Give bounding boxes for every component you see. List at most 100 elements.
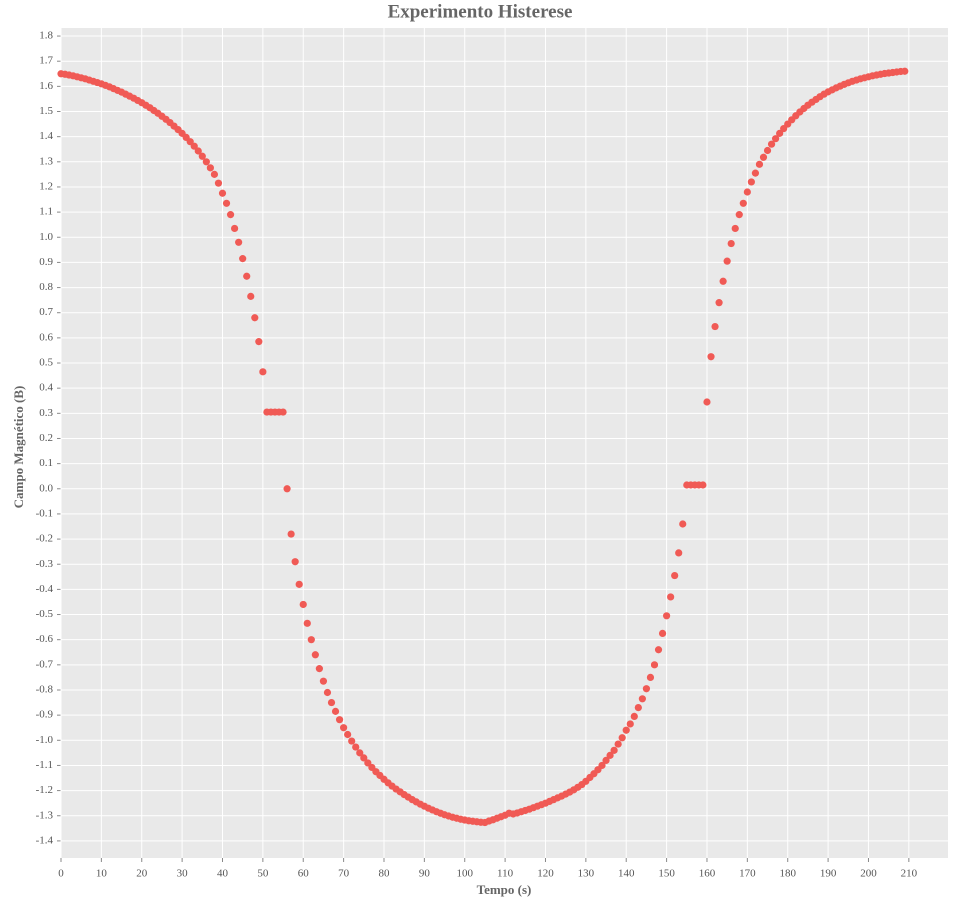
x-tick-label: 10 (96, 868, 108, 880)
y-tick-label: -0.3 (36, 558, 54, 570)
x-tick-label: 120 (537, 868, 554, 880)
y-tick-label: 0.3 (39, 407, 53, 419)
y-tick-label: -1.3 (36, 809, 54, 821)
point (703, 398, 711, 406)
point (340, 724, 348, 732)
x-tick-label: 160 (699, 868, 716, 880)
point (739, 199, 747, 207)
y-axis-label: Campo Magnético (B) (11, 386, 26, 509)
point (743, 188, 751, 196)
point (311, 651, 319, 659)
point (198, 152, 206, 160)
point (323, 688, 332, 697)
point (331, 707, 340, 715)
point (735, 211, 743, 219)
point (715, 299, 723, 307)
point (226, 211, 235, 219)
point (622, 726, 630, 734)
x-tick-label: 140 (618, 868, 635, 880)
point (352, 743, 360, 751)
y-tick-label: -0.4 (36, 583, 54, 595)
y-tick-label: 0.4 (39, 382, 53, 394)
point (315, 665, 323, 673)
point (243, 272, 251, 280)
point (360, 754, 368, 762)
x-tick-label: 150 (658, 868, 675, 880)
point (356, 749, 364, 757)
x-tick-label: 90 (419, 868, 431, 880)
point (618, 734, 626, 742)
y-tick-label: 1.2 (39, 180, 53, 192)
y-tick-label: 1.6 (39, 80, 53, 92)
y-tick-label: -0.7 (36, 658, 54, 670)
point (747, 178, 755, 186)
x-tick-label: 60 (298, 868, 310, 880)
point (299, 600, 307, 609)
x-tick-label: 110 (497, 868, 514, 880)
point (767, 140, 776, 148)
point (348, 737, 356, 745)
point (759, 153, 768, 161)
y-tick-label: -0.2 (36, 533, 53, 545)
point (307, 636, 315, 644)
point (319, 677, 328, 685)
point (727, 239, 735, 248)
point (218, 189, 227, 197)
y-tick-label: -0.8 (36, 684, 54, 696)
point (214, 179, 223, 187)
point (251, 314, 259, 322)
x-tick-label: 30 (177, 868, 189, 880)
point (634, 703, 642, 712)
point (247, 292, 255, 300)
y-tick-label: 0.0 (39, 482, 53, 494)
point (598, 761, 606, 770)
point (279, 408, 287, 416)
x-tick-label: 20 (136, 868, 148, 880)
x-tick-label: 40 (217, 868, 229, 880)
x-tick-label: 170 (739, 868, 756, 880)
point (662, 612, 671, 620)
y-tick-label: 0.7 (39, 306, 53, 318)
point (239, 255, 247, 263)
point (222, 199, 231, 207)
point (707, 353, 715, 361)
y-tick-label: -1.4 (36, 834, 54, 846)
point (202, 158, 210, 166)
point (327, 698, 336, 707)
point (614, 740, 622, 748)
y-tick-label: 0.8 (39, 281, 53, 293)
y-tick-label: 0.6 (39, 331, 53, 343)
point (287, 530, 295, 538)
point (291, 558, 299, 566)
point (776, 129, 784, 137)
x-tick-label: 180 (779, 868, 796, 880)
point (190, 142, 198, 150)
point (255, 338, 263, 346)
y-tick-label: 0.2 (39, 432, 53, 444)
x-tick-label: 100 (456, 868, 473, 880)
point (610, 746, 618, 754)
x-tick-label: 70 (338, 868, 350, 880)
point (763, 146, 772, 155)
point (671, 571, 679, 580)
y-tick-label: 1.5 (39, 105, 53, 117)
y-tick-label: 1.4 (39, 130, 53, 142)
y-tick-label: -0.5 (36, 608, 54, 620)
point (646, 673, 655, 682)
point (675, 549, 683, 557)
point (772, 135, 780, 143)
point (283, 485, 291, 493)
point (235, 238, 243, 246)
y-tick-label: 1.0 (39, 231, 53, 243)
point (602, 756, 610, 765)
point (231, 224, 239, 233)
y-tick-label: -0.1 (36, 507, 53, 519)
point (606, 751, 614, 759)
plot-background (61, 28, 948, 858)
point (335, 716, 344, 724)
point (901, 67, 909, 75)
point (751, 169, 760, 177)
y-tick-label: -1.1 (36, 759, 53, 771)
point (630, 712, 638, 720)
